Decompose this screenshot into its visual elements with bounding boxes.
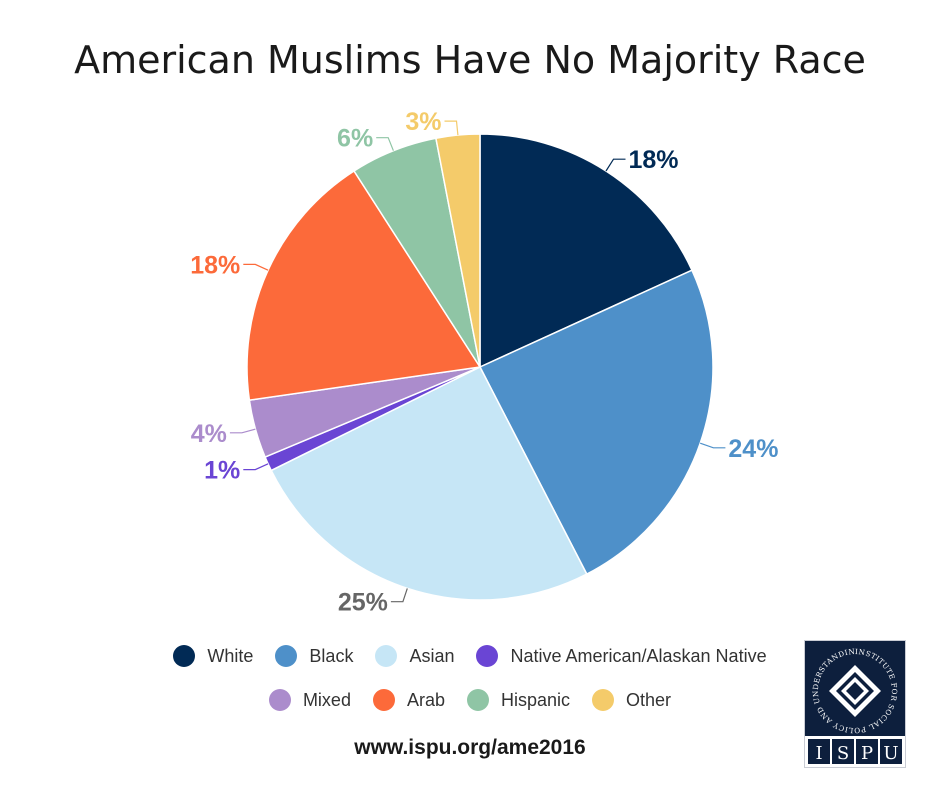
slice-label: 25% [338, 589, 388, 617]
logo-letter: P [861, 743, 873, 764]
slice-label: 24% [728, 435, 778, 463]
pie-slice-asian [270, 366, 588, 601]
legend-row-1: White Black Asian Native American/Alaska… [0, 645, 940, 667]
legend-item-asian: Asian [375, 645, 454, 667]
leader-lines [229, 120, 726, 603]
chart-title: American Muslims Have No Majority Race [74, 38, 866, 82]
pie-slices [246, 133, 714, 601]
slice-label: 1% [204, 457, 240, 485]
slice-label: 4% [191, 420, 227, 448]
legend-marker [372, 689, 395, 711]
legend-marker [375, 645, 398, 667]
logo-letter-box [856, 739, 878, 764]
logo-letter-box [808, 739, 830, 764]
legend-marker [466, 689, 489, 711]
legend-marker [268, 689, 291, 711]
ispu-logo-graphic: INSTITUTE FOR SOCIAL POLICY AND UNDERSTA… [802, 634, 905, 767]
legend-item-native-american: Native American/Alaskan Native [476, 645, 767, 667]
pie-slice-black [478, 269, 714, 576]
leader-line [605, 158, 626, 172]
legend-item-white: White [173, 645, 253, 667]
legend-item-other: Other [592, 689, 671, 711]
slice-label: 18% [190, 251, 240, 279]
legend-label: Arab [406, 689, 445, 710]
legend-item-black: Black [275, 645, 353, 667]
slice-label: 18% [629, 146, 679, 174]
pie-chart: 18% 24% 25% 1% 4% 18% 6% 3% [190, 108, 778, 617]
logo-diamond-inner [846, 682, 864, 700]
leader-line [229, 428, 256, 434]
legend-item-mixed: Mixed [268, 689, 351, 711]
legend-row-2: Mixed Arab Hispanic Other [0, 689, 940, 711]
slice-label: 6% [337, 125, 373, 153]
pie-slice-arab [246, 169, 482, 402]
slice-label: 3% [405, 108, 441, 136]
pie-slice-white [479, 133, 693, 369]
legend-marker [476, 645, 499, 667]
leader-line [243, 263, 269, 271]
leader-line [700, 442, 726, 449]
legend-marker [173, 645, 196, 667]
legend-item-arab: Arab [372, 689, 445, 711]
legend-label: Asian [409, 645, 455, 666]
logo-letter-box [880, 739, 902, 764]
leader-line [390, 588, 408, 603]
logo-letter: I [815, 743, 822, 764]
logo-letter-box [832, 739, 854, 764]
legend-label: White [207, 645, 254, 666]
leader-line [243, 463, 269, 471]
legend-marker [592, 689, 615, 711]
legend-label: Other [626, 689, 672, 710]
slice-labels: 18% 24% 25% 1% 4% 18% 6% 3% [190, 108, 778, 617]
ispu-logo: INSTITUTE FOR SOCIAL POLICY AND UNDERSTA… [802, 634, 906, 768]
logo-letter: U [883, 743, 898, 764]
legend-label: Mixed [302, 689, 351, 710]
leader-line [444, 120, 459, 136]
leader-line [376, 137, 394, 151]
logo-letter: S [837, 743, 849, 764]
legend-item-hispanic: Hispanic [466, 689, 571, 711]
legend-marker [275, 645, 298, 667]
legend-label: Native American/Alaskan Native [510, 645, 767, 666]
footer-url: www.ispu.org/ame2016 [354, 736, 586, 759]
legend-label: Black [309, 645, 354, 666]
legend-label: Hispanic [500, 689, 571, 710]
